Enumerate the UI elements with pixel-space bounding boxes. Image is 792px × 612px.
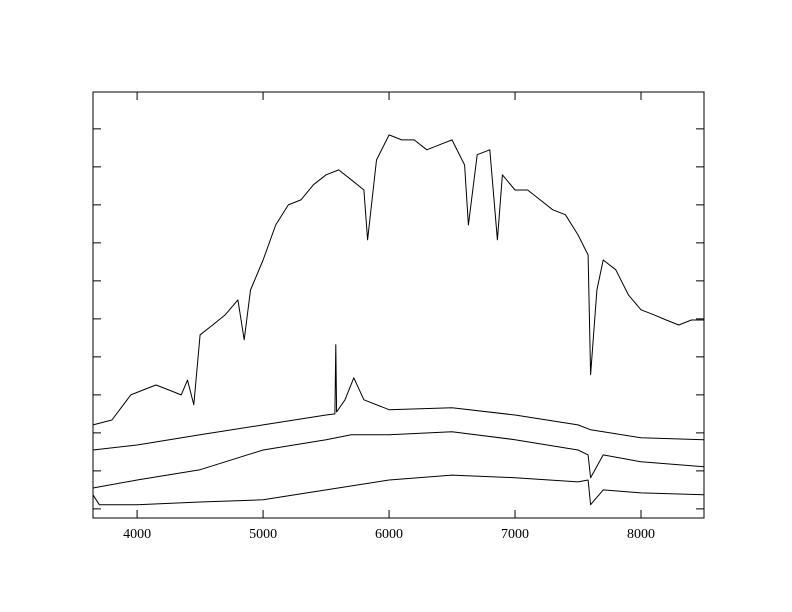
x-tick-label: 4000 (123, 527, 151, 542)
x-tick-label: 7000 (501, 527, 529, 542)
spectrum-line (92, 134, 704, 426)
x-tick-label: 5000 (249, 527, 277, 542)
spectrum-line (92, 344, 705, 451)
plot-frame (92, 91, 705, 519)
x-tick-label: 8000 (627, 527, 655, 542)
x-tick-label: 6000 (375, 527, 403, 542)
spectrum-line (92, 431, 705, 489)
spectrum-line (92, 474, 705, 506)
